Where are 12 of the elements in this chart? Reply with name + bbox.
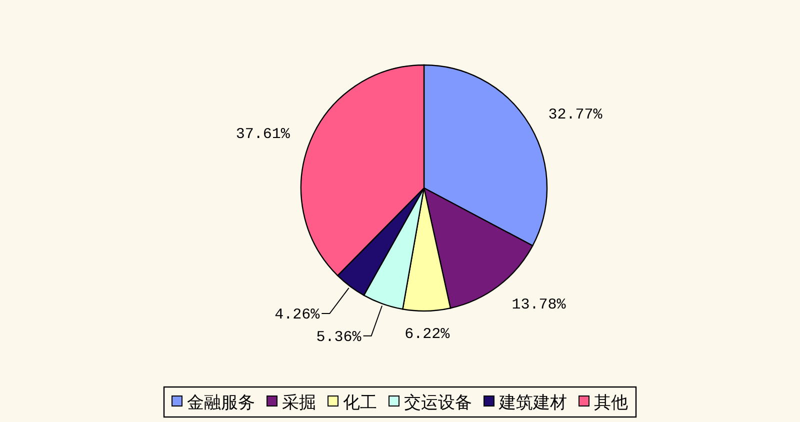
legend-label: 建筑建材 bbox=[498, 392, 567, 413]
legend-label: 交运设备 bbox=[404, 392, 472, 413]
legend-label: 化工 bbox=[343, 392, 377, 413]
data-label: 4.26% bbox=[274, 306, 321, 324]
data-label: 6.22% bbox=[404, 326, 451, 344]
legend-label: 采掘 bbox=[282, 392, 316, 413]
legend-label: 其他 bbox=[594, 392, 628, 413]
data-label: 13.78% bbox=[512, 296, 567, 314]
data-label: 32.77% bbox=[548, 106, 604, 124]
data-label: 5.36% bbox=[316, 329, 362, 346]
legend-label: 金融服务 bbox=[187, 392, 255, 413]
data-label: 37.61% bbox=[236, 126, 291, 144]
